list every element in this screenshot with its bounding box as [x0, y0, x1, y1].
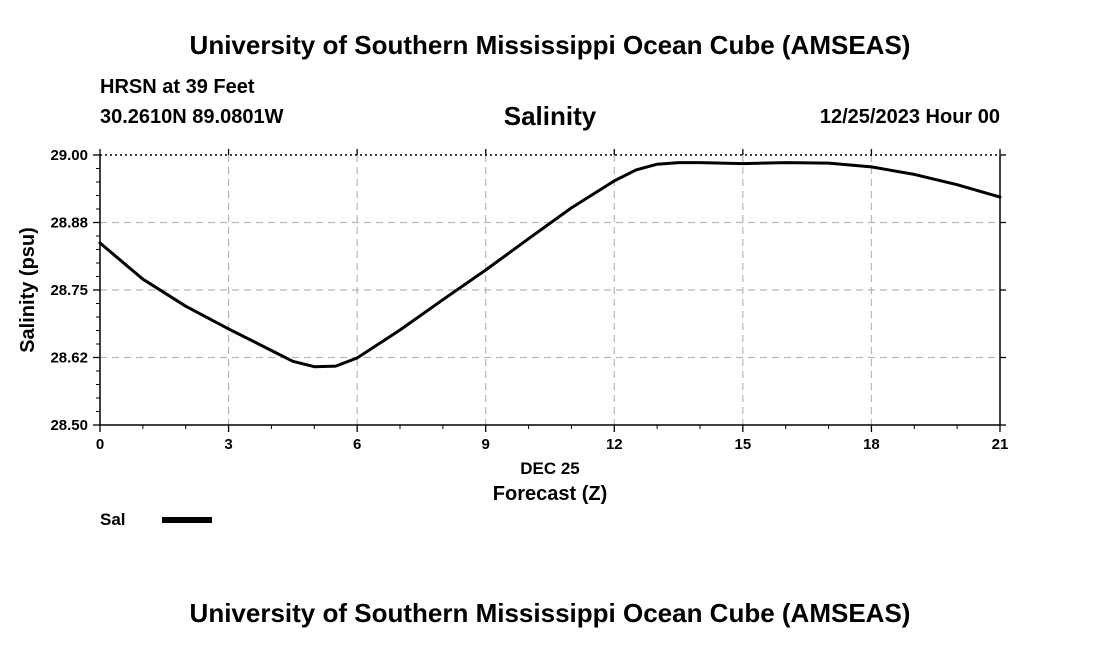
- station-coordinates: 30.2610N 89.0801W: [100, 106, 284, 128]
- x-tick-label: 0: [96, 436, 104, 453]
- legend-label: Sal: [100, 510, 126, 529]
- page-title-bottom: University of Southern Mississippi Ocean…: [189, 598, 911, 628]
- x-tick-label: 9: [482, 436, 490, 453]
- x-tick-label: 15: [735, 436, 752, 453]
- y-tick-label: 29.00: [50, 147, 88, 164]
- x-tick-label: 21: [992, 436, 1009, 453]
- x-tick-label: 6: [353, 436, 361, 453]
- chart-series: [98, 161, 1002, 369]
- y-axis-title: Salinity (psu): [17, 227, 39, 353]
- chart-title: Salinity: [503, 101, 597, 131]
- x-tick-label: 18: [863, 436, 880, 453]
- legend-swatch: [162, 517, 212, 523]
- y-tick-label: 28.62: [50, 350, 88, 367]
- page-title-top: University of Southern Mississippi Ocean…: [189, 30, 911, 60]
- x-tick-label: 3: [224, 436, 232, 453]
- x-tick-label: 12: [606, 436, 623, 453]
- forecast-time: 12/25/2023 Hour 00: [819, 106, 1000, 128]
- chart-axes: [93, 149, 1006, 432]
- x-axis-title: Forecast (Z): [493, 483, 607, 505]
- y-tick-label: 28.50: [50, 417, 88, 434]
- x-axis-date: DEC 25: [520, 459, 580, 478]
- station-name: HRSN at 39 Feet: [100, 76, 255, 98]
- chart-labels: 0 3 6 9 12 15 18 21 28.50 28.62 28.75 28.88 29.00 Sal…: [17, 147, 1008, 505]
- y-tick-label: 28.75: [50, 282, 88, 299]
- series-line-sal: [98, 161, 1002, 369]
- chart-grid: [100, 155, 1000, 425]
- y-tick-label: 28.88: [50, 215, 88, 232]
